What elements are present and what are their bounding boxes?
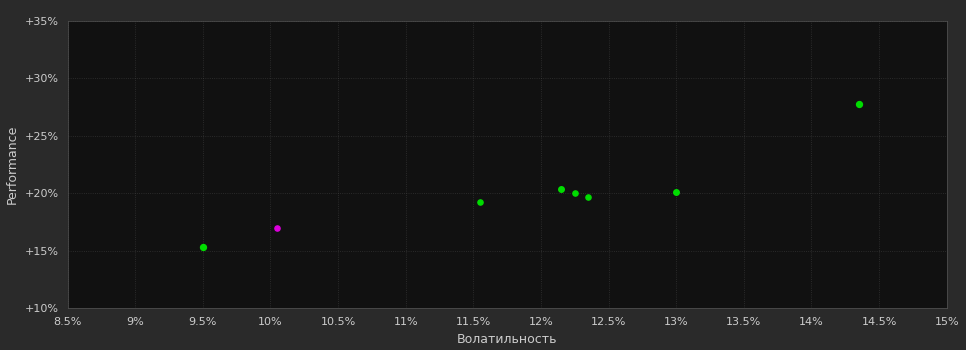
Point [554,187,569,192]
Point [851,101,867,106]
Point [567,190,582,196]
Point [472,199,488,205]
X-axis label: Волатильность: Волатильность [457,332,557,345]
Point [270,225,285,230]
Y-axis label: Performance: Performance [6,125,19,204]
Point [668,189,684,195]
Point [581,194,596,200]
Point [195,244,211,250]
